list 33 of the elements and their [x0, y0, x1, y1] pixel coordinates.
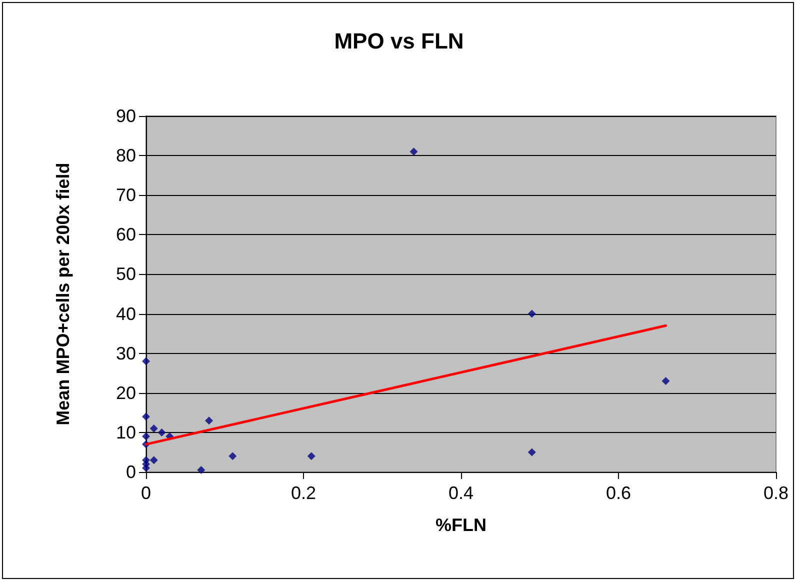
x-tick-label: 0.8 — [763, 483, 789, 503]
point — [205, 416, 213, 425]
point — [142, 357, 150, 366]
y-tick-label: 30 — [116, 343, 136, 364]
point — [228, 452, 237, 460]
point — [150, 456, 158, 464]
point — [528, 448, 536, 456]
y-tick-label: 70 — [116, 185, 136, 206]
chart-title: MPO vs FLN — [334, 28, 464, 54]
point — [142, 432, 150, 440]
y-axis-title: Mean MPO+cells per 200x field — [53, 162, 73, 426]
point — [197, 466, 206, 474]
x-tick-label: 0.6 — [606, 483, 632, 503]
point — [528, 310, 536, 318]
point — [158, 428, 166, 436]
point — [142, 412, 150, 421]
y-tick-label: 20 — [116, 382, 136, 403]
x-tick-label: 0.4 — [448, 483, 474, 503]
point — [410, 148, 418, 156]
point — [150, 424, 158, 432]
x-tick-label: 0 — [140, 483, 152, 503]
x-tick-label: 0.2 — [290, 483, 316, 503]
point — [662, 377, 670, 386]
x-axis-title: %FLN — [436, 515, 486, 535]
point — [307, 452, 316, 460]
y-tick-label: 50 — [116, 264, 136, 284]
point — [142, 464, 150, 472]
y-tick-label: 0 — [126, 462, 136, 482]
y-tick-label: 60 — [116, 224, 136, 245]
y-tick-label: 80 — [116, 146, 136, 166]
y-tick-label: 90 — [116, 106, 136, 126]
y-tick-label: 40 — [116, 304, 136, 324]
y-tick-label: 10 — [116, 422, 136, 442]
